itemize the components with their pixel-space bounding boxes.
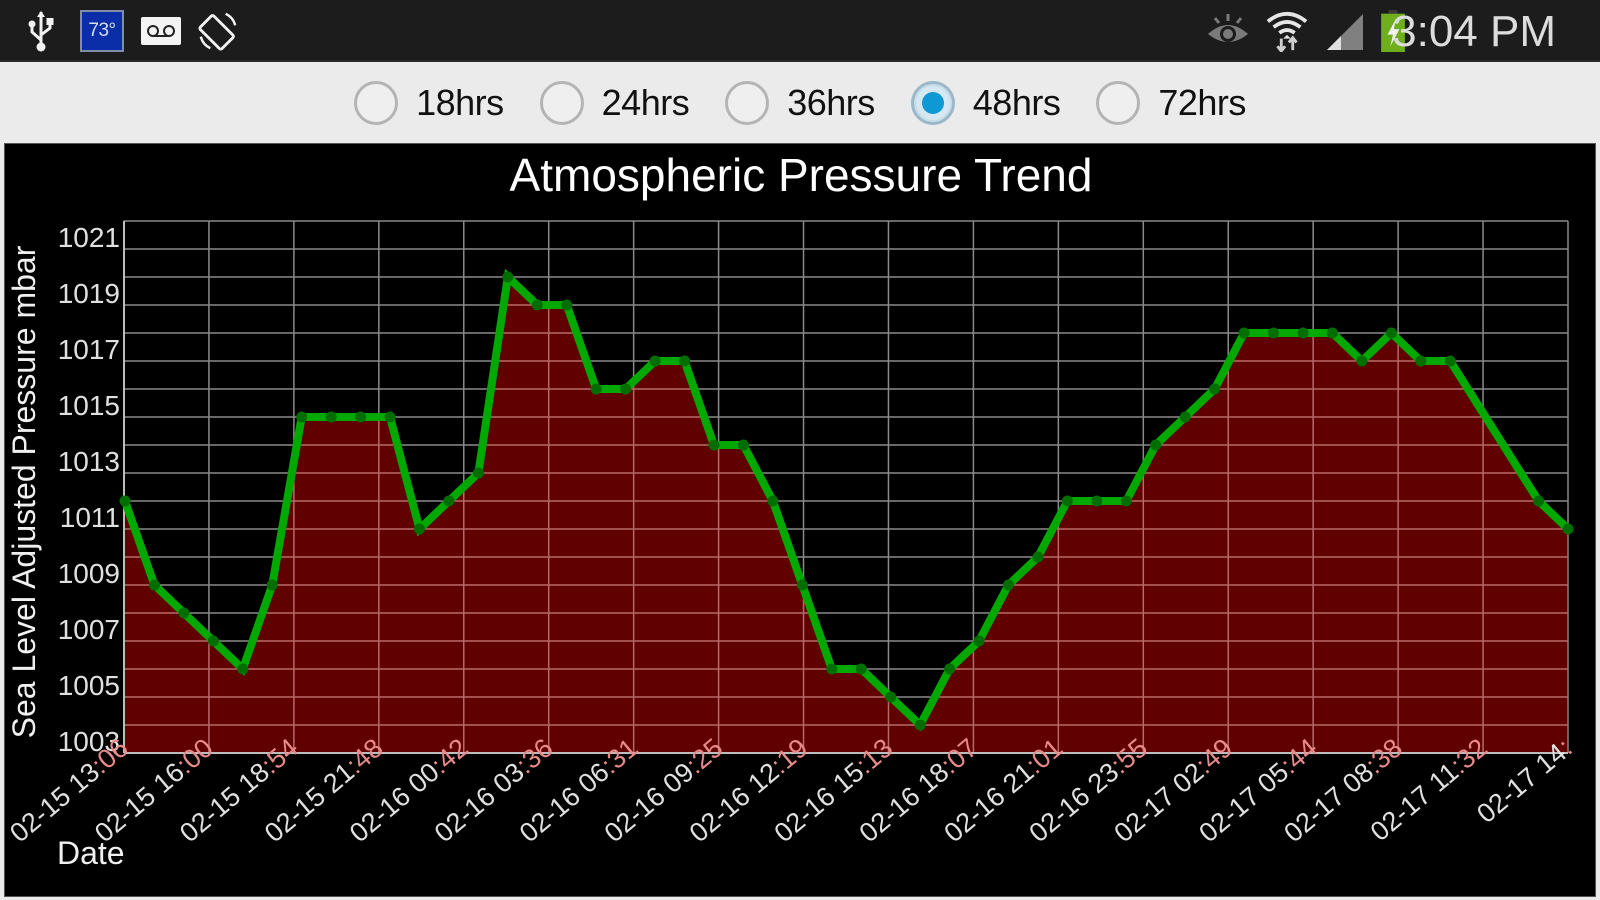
pressure-chart: 1003 1005 1007 1009 1011 1013 1015 1017 1019 1021… (5, 220, 1578, 871)
data-point (1533, 495, 1545, 507)
data-point (207, 635, 219, 647)
y-tick-label: 1005 (58, 670, 120, 701)
radio-button[interactable] (910, 81, 955, 125)
voicemail-icon (141, 17, 181, 45)
time-range-selector: 18hrs 24hrs 36hrs 48hrs 72hrs (0, 64, 1600, 142)
data-point (649, 355, 661, 367)
y-tick-label: 1003 (58, 726, 120, 757)
data-point (737, 439, 749, 451)
data-point (1091, 495, 1103, 507)
radio-72hrs[interactable]: 72hrs (1096, 81, 1246, 125)
y-tick-label: 1009 (58, 558, 120, 589)
data-point (855, 663, 867, 675)
chart-panel: Atmospheric Pressure Trend 1003 1005 1007 1… (4, 143, 1596, 897)
radio-label: 24hrs (601, 82, 690, 123)
data-point (1179, 411, 1191, 423)
y-tick-label: 1021 (58, 222, 120, 253)
radio-label: 72hrs (1158, 82, 1246, 123)
temperature-badge: 73° (80, 10, 124, 52)
clock: 3:04 PM (1392, 7, 1556, 56)
data-point (355, 411, 367, 423)
y-tick-label: 1011 (60, 502, 120, 533)
radio-36hrs[interactable]: 36hrs (725, 81, 875, 125)
data-point (1032, 551, 1044, 563)
data-point (708, 439, 720, 451)
data-point (1150, 439, 1162, 451)
data-point (296, 411, 308, 423)
radio-18hrs[interactable]: 18hrs (354, 81, 504, 125)
data-point (620, 383, 632, 395)
data-point (1297, 327, 1309, 339)
data-point (767, 495, 779, 507)
y-tick-label: 1019 (58, 278, 120, 309)
data-point (472, 467, 484, 479)
data-point (1385, 327, 1397, 339)
data-point (148, 579, 160, 591)
signal-icon (1327, 14, 1363, 50)
data-point (944, 663, 956, 675)
data-point (443, 495, 455, 507)
data-point (1415, 355, 1427, 367)
data-point (885, 691, 897, 703)
data-point (1356, 355, 1368, 367)
radio-48hrs[interactable]: 48hrs (910, 81, 1061, 125)
radio-button[interactable] (539, 81, 584, 125)
radio-button[interactable] (725, 81, 770, 125)
data-point (1003, 579, 1014, 591)
y-tick-label: 1017 (58, 334, 120, 365)
radio-label: 48hrs (972, 82, 1061, 123)
data-point (414, 523, 425, 535)
y-axis-title: Sea Level Adjusted Pressure mbar (6, 245, 42, 738)
status-bar: 73° 3:04 PM (0, 0, 1600, 62)
data-point (502, 271, 514, 283)
data-point (679, 355, 691, 367)
eye-icon (1208, 14, 1248, 42)
data-point (561, 299, 573, 311)
data-point (384, 411, 396, 423)
y-tick-label: 1007 (58, 614, 120, 645)
x-axis-title: Date (57, 835, 125, 871)
y-tick-label: 1013 (58, 446, 120, 477)
data-point (325, 411, 337, 423)
data-point (1061, 495, 1073, 507)
radio-button[interactable] (354, 81, 399, 125)
battery-charging-icon (1381, 10, 1405, 52)
radio-24hrs[interactable]: 24hrs (539, 81, 690, 125)
data-point (1238, 327, 1250, 339)
chart-title: Atmospheric Pressure Trend (509, 149, 1093, 201)
data-point (1326, 327, 1338, 339)
data-point (266, 579, 278, 591)
data-point (973, 635, 985, 647)
data-point (531, 299, 543, 311)
radio-button[interactable] (1096, 81, 1141, 125)
data-point (237, 663, 249, 675)
data-point (1268, 327, 1280, 339)
data-point (178, 607, 190, 619)
radio-label: 18hrs (416, 82, 504, 123)
data-point (1120, 495, 1132, 507)
data-point (826, 663, 838, 675)
data-point (119, 495, 131, 507)
data-point (796, 579, 808, 591)
y-tick-label: 1015 (58, 390, 120, 421)
wifi-icon (1266, 11, 1308, 52)
usb-icon (28, 11, 54, 52)
screen-rotation-icon (198, 12, 237, 51)
data-point (914, 719, 926, 731)
data-point (590, 383, 602, 395)
radio-label: 36hrs (787, 82, 875, 123)
data-point (1444, 355, 1456, 367)
data-point (1209, 383, 1221, 395)
data-point (1562, 523, 1574, 535)
